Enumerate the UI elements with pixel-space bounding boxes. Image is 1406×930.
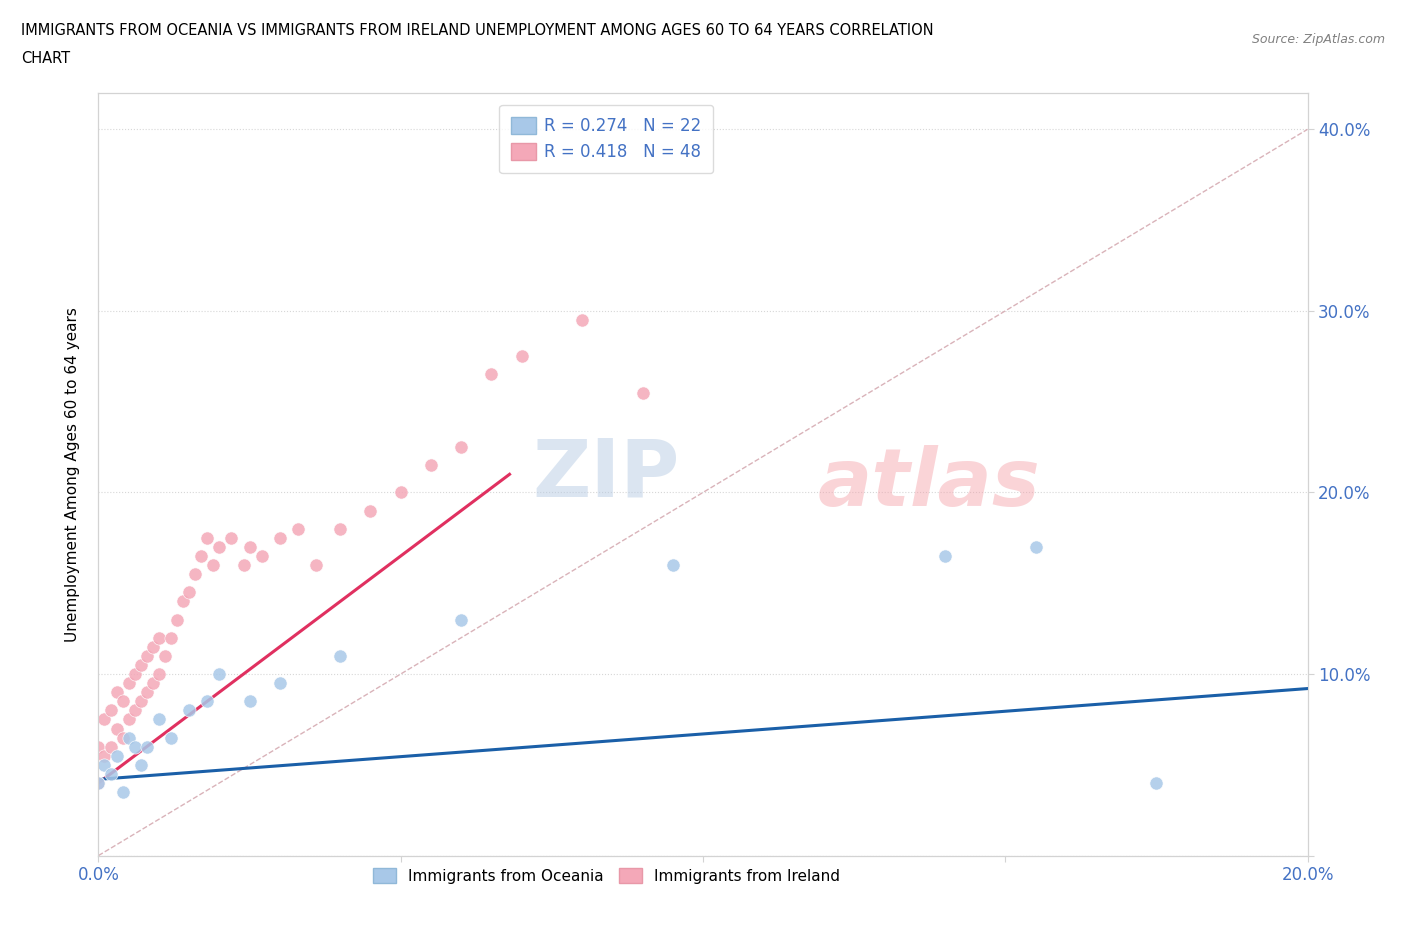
Point: [208, 539, 231, 554]
Point: [100, 766, 122, 781]
Point: [93, 749, 115, 764]
Point: [160, 730, 183, 745]
Point: [389, 485, 412, 500]
Point: [208, 667, 231, 682]
Point: [190, 549, 212, 564]
Point: [142, 639, 165, 654]
Point: [142, 676, 165, 691]
Point: [239, 694, 262, 709]
Point: [105, 749, 128, 764]
Point: [450, 612, 472, 627]
Text: atlas: atlas: [818, 445, 1040, 524]
Point: [450, 440, 472, 455]
Point: [934, 549, 956, 564]
Point: [118, 730, 141, 745]
Point: [287, 522, 309, 537]
Point: [124, 667, 146, 682]
Point: [100, 739, 122, 754]
Text: IMMIGRANTS FROM OCEANIA VS IMMIGRANTS FROM IRELAND UNEMPLOYMENT AMONG AGES 60 TO: IMMIGRANTS FROM OCEANIA VS IMMIGRANTS FR…: [21, 23, 934, 38]
Point: [148, 712, 170, 727]
Point: [179, 585, 201, 600]
Point: [124, 703, 146, 718]
Point: [153, 648, 176, 663]
Point: [420, 458, 443, 472]
Point: [118, 676, 141, 691]
Point: [93, 757, 115, 772]
Text: ZIP: ZIP: [533, 435, 681, 513]
Point: [129, 694, 152, 709]
Point: [111, 694, 134, 709]
Point: [179, 703, 201, 718]
Point: [111, 730, 134, 745]
Point: [202, 558, 225, 573]
Point: [232, 558, 254, 573]
Text: Source: ZipAtlas.com: Source: ZipAtlas.com: [1251, 33, 1385, 46]
Point: [184, 566, 207, 581]
Point: [329, 648, 352, 663]
Point: [195, 694, 218, 709]
Point: [631, 385, 654, 400]
Point: [135, 684, 157, 699]
Legend: Immigrants from Oceania, Immigrants from Ireland: Immigrants from Oceania, Immigrants from…: [367, 862, 846, 890]
Point: [250, 549, 273, 564]
Point: [329, 522, 352, 537]
Point: [195, 530, 218, 545]
Point: [124, 739, 146, 754]
Point: [510, 349, 533, 364]
Point: [571, 312, 593, 327]
Point: [135, 739, 157, 754]
Point: [100, 703, 122, 718]
Point: [148, 667, 170, 682]
Point: [160, 631, 183, 645]
Point: [148, 631, 170, 645]
Point: [87, 739, 110, 754]
Point: [166, 612, 188, 627]
Point: [172, 594, 194, 609]
Point: [481, 367, 503, 382]
Point: [129, 658, 152, 672]
Point: [105, 684, 128, 699]
Point: [1024, 539, 1046, 554]
Point: [661, 558, 683, 573]
Point: [269, 530, 291, 545]
Point: [135, 648, 157, 663]
Point: [105, 721, 128, 736]
Point: [1144, 776, 1167, 790]
Text: CHART: CHART: [21, 51, 70, 66]
Point: [239, 539, 262, 554]
Point: [360, 503, 382, 518]
Point: [87, 776, 110, 790]
Point: [129, 757, 152, 772]
Point: [305, 558, 328, 573]
Point: [269, 676, 291, 691]
Point: [118, 712, 141, 727]
Point: [221, 530, 243, 545]
Point: [93, 712, 115, 727]
Y-axis label: Unemployment Among Ages 60 to 64 years: Unemployment Among Ages 60 to 64 years: [65, 307, 80, 642]
Point: [111, 785, 134, 800]
Point: [87, 776, 110, 790]
